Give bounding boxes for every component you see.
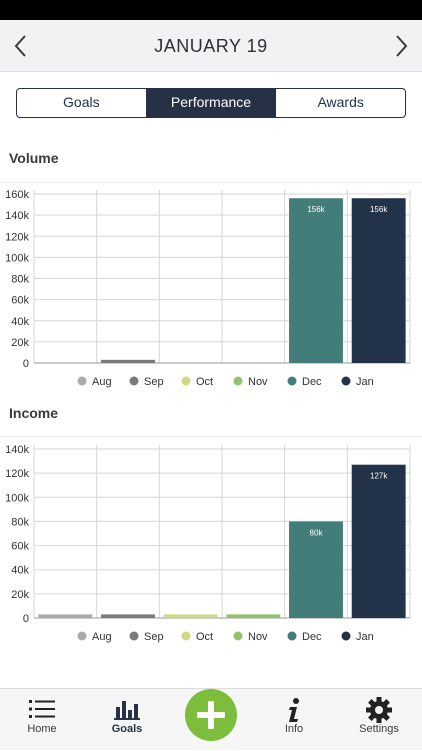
legend-item-oct[interactable]: Oct <box>181 631 214 643</box>
add-button[interactable] <box>185 689 237 741</box>
legend-label: Nov <box>248 376 268 388</box>
legend-item-dec[interactable]: Dec <box>287 376 323 388</box>
status-bar <box>0 0 422 20</box>
tab-settings[interactable]: Settings <box>344 689 414 751</box>
previous-month-button[interactable] <box>8 32 36 60</box>
y-tick-label: 60k <box>11 295 29 307</box>
bar-oct <box>163 614 218 618</box>
legend-swatch <box>181 376 191 386</box>
bar-jan <box>351 464 406 618</box>
legend-item-nov[interactable]: Nov <box>233 631 269 643</box>
tab-awards[interactable]: Awards <box>317 94 364 110</box>
legend-swatch <box>77 631 87 641</box>
legend-item-oct[interactable]: Oct <box>181 376 214 388</box>
bar-data-label: 156k <box>307 205 325 214</box>
volume-section-title: Volume <box>9 150 59 166</box>
y-tick-label: 140k <box>5 444 29 456</box>
income-chart: 0 20k 40k 60k 80k 100k 120k 140k 80k 127k Aug Sep Oc… <box>5 444 411 643</box>
bar-dec <box>289 198 343 363</box>
bar-sep <box>101 359 155 363</box>
bar-data-label: 127k <box>370 472 388 481</box>
tab-settings-label: Settings <box>359 723 399 735</box>
legend-swatch <box>77 376 87 386</box>
legend-item-jan[interactable]: Jan <box>341 376 374 388</box>
chevron-right-icon <box>396 35 408 57</box>
y-tick-label: 80k <box>11 274 29 286</box>
bar-data-label: 156k <box>370 205 388 214</box>
tab-info-label: Info <box>284 723 304 735</box>
tab-goals-label: Goals <box>111 723 143 735</box>
y-tick-label: 40k <box>11 565 29 577</box>
legend-item-sep[interactable]: Sep <box>129 631 164 643</box>
legend-label: Dec <box>302 631 322 643</box>
legend-label: Nov <box>248 631 268 643</box>
legend-label: Jan <box>356 631 374 643</box>
legend-swatch <box>233 631 243 641</box>
y-tick-label: 100k <box>5 492 29 504</box>
gear-icon <box>344 689 414 723</box>
bar-sep <box>101 614 155 618</box>
legend-item-aug[interactable]: Aug <box>77 376 112 388</box>
bar-nov <box>226 614 281 618</box>
legend-label: Aug <box>92 376 112 388</box>
legend-swatch <box>287 631 297 641</box>
y-tick-label: 80k <box>11 516 29 528</box>
tab-goals-bottom[interactable]: Goals <box>92 689 162 751</box>
legend-label: Jan <box>356 376 374 388</box>
y-tick-label: 120k <box>5 468 29 480</box>
bar-chart-icon <box>92 689 162 723</box>
y-tick-label: 120k <box>5 231 29 243</box>
legend-swatch <box>341 631 351 641</box>
legend-swatch <box>287 376 297 386</box>
tab-performance[interactable]: Performance <box>146 89 277 117</box>
bar-aug <box>38 614 93 618</box>
legend-swatch <box>181 631 191 641</box>
y-tick-label: 160k <box>5 189 29 201</box>
volume-chart: 0 20k 40k 60k 80k 100k 120k 140k 160k 156k 156k Aug… <box>5 189 411 388</box>
legend-label: Oct <box>196 631 213 643</box>
tab-home-label: Home <box>27 723 57 735</box>
list-icon <box>7 689 77 723</box>
info-icon <box>259 689 329 723</box>
legend-swatch <box>233 376 243 386</box>
legend-label: Sep <box>144 376 164 388</box>
y-tick-label: 20k <box>11 337 29 349</box>
legend-item-jan[interactable]: Jan <box>341 631 374 643</box>
bar-data-label: 80k <box>310 528 324 537</box>
legend-swatch <box>129 376 139 386</box>
y-tick-label: 0 <box>23 613 29 625</box>
plus-icon <box>197 701 225 729</box>
legend-label: Sep <box>144 631 164 643</box>
tab-goals[interactable]: Goals <box>17 89 147 117</box>
legend-swatch <box>129 631 139 641</box>
y-tick-label: 100k <box>5 252 29 264</box>
income-section-title: Income <box>9 405 59 421</box>
chevron-left-icon <box>14 35 26 57</box>
legend-item-sep[interactable]: Sep <box>129 376 164 388</box>
legend-label: Aug <box>92 631 112 643</box>
bar-dec <box>289 521 343 618</box>
next-month-button[interactable] <box>386 32 414 60</box>
legend-item-nov[interactable]: Nov <box>233 376 269 388</box>
y-tick-label: 60k <box>11 541 29 553</box>
date-header: JANUARY 19 <box>0 20 422 72</box>
y-tick-label: 140k <box>5 210 29 222</box>
legend-item-dec[interactable]: Dec <box>287 631 323 643</box>
y-tick-label: 0 <box>23 358 29 370</box>
legend-label: Oct <box>196 376 213 388</box>
legend-item-aug[interactable]: Aug <box>77 631 112 643</box>
page-title: JANUARY 19 <box>154 36 268 56</box>
y-tick-label: 20k <box>11 589 29 601</box>
legend-label: Dec <box>302 376 322 388</box>
view-segmented-control: Goals Performance Awards <box>16 88 406 118</box>
y-tick-label: 40k <box>11 316 29 328</box>
legend-swatch <box>341 376 351 386</box>
divider <box>0 182 422 183</box>
divider <box>0 436 422 437</box>
tab-home[interactable]: Home <box>7 689 77 751</box>
tab-info[interactable]: Info <box>259 689 329 751</box>
bar-jan <box>351 198 406 363</box>
